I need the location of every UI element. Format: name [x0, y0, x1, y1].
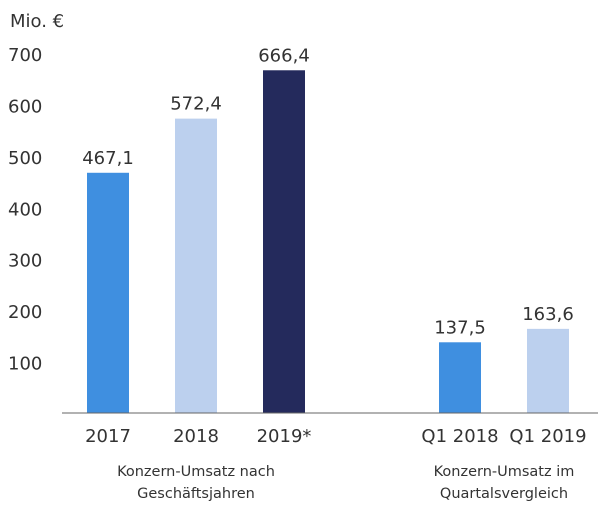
value-label: 467,1: [82, 148, 134, 169]
bar: [263, 70, 305, 413]
y-tick-label: 500: [8, 148, 42, 169]
bar: [439, 342, 481, 413]
bar: [87, 172, 129, 413]
x-tick-label: 2019*: [257, 426, 312, 447]
x-tick-label: 2017: [85, 426, 131, 447]
group-label: Quartalsvergleich: [440, 486, 568, 502]
bar: [175, 118, 217, 413]
y-tick-label: 700: [8, 45, 42, 66]
value-label: 163,6: [522, 304, 574, 325]
unit-label: Mio. €: [10, 11, 64, 32]
y-tick-label: 100: [8, 354, 42, 375]
value-label: 572,4: [170, 94, 222, 115]
value-label: 137,5: [434, 317, 486, 338]
group-label: Konzern-Umsatz nach: [117, 464, 275, 480]
group-label: Geschäftsjahren: [137, 486, 255, 502]
y-tick-label: 400: [8, 199, 42, 220]
y-tick-label: 600: [8, 96, 42, 117]
bar: [527, 328, 569, 413]
x-tick-label: Q1 2019: [509, 426, 586, 447]
value-label: 666,4: [258, 45, 310, 66]
x-tick-label: Q1 2018: [421, 426, 498, 447]
group-label: Konzern-Umsatz im: [434, 464, 575, 480]
y-tick-label: 300: [8, 251, 42, 272]
y-tick-label: 200: [8, 302, 42, 323]
x-tick-label: 2018: [173, 426, 219, 447]
